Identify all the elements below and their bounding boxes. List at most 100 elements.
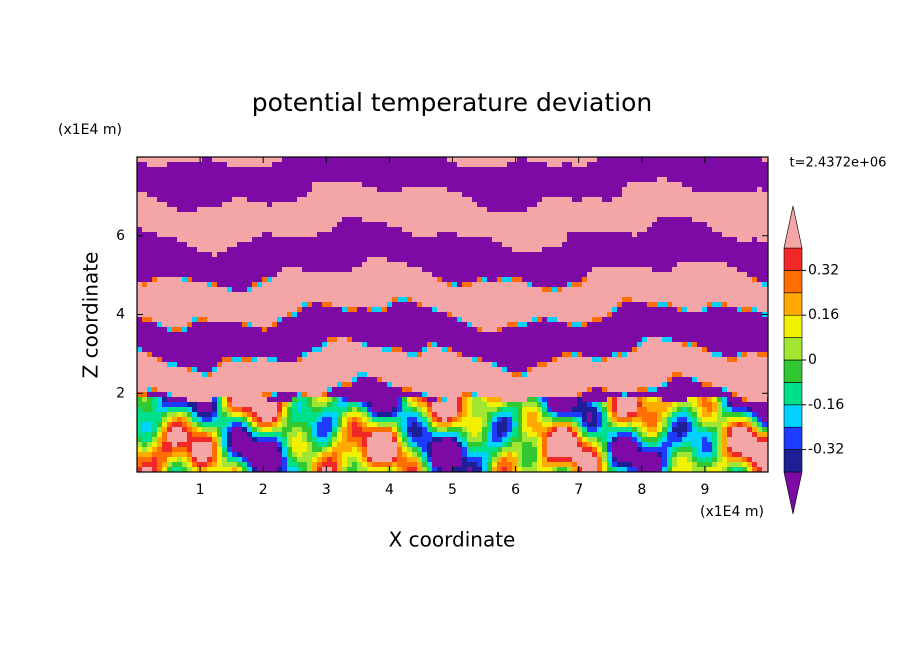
field-cell bbox=[622, 192, 628, 198]
field-cell bbox=[532, 252, 538, 258]
field-cell bbox=[362, 327, 368, 333]
field-cell bbox=[477, 312, 483, 318]
field-cell bbox=[207, 177, 213, 183]
field-cell bbox=[587, 207, 593, 213]
field-cell bbox=[452, 267, 458, 273]
field-cell bbox=[412, 317, 418, 323]
field-cell bbox=[527, 297, 533, 303]
field-cell bbox=[467, 257, 473, 263]
field-cell bbox=[642, 312, 648, 318]
field-cell bbox=[327, 247, 333, 253]
field-cell bbox=[637, 202, 643, 208]
field-cell bbox=[517, 252, 523, 258]
field-cell bbox=[162, 327, 168, 333]
field-cell bbox=[657, 247, 663, 253]
field-cell bbox=[672, 172, 678, 178]
field-cell bbox=[307, 257, 313, 263]
field-cell bbox=[262, 322, 268, 328]
field-cell bbox=[752, 257, 758, 263]
field-cell bbox=[312, 312, 318, 318]
field-cell bbox=[287, 317, 293, 323]
field-cell bbox=[342, 192, 348, 198]
field-cell bbox=[437, 317, 443, 323]
field-cell bbox=[312, 232, 318, 238]
field-cell bbox=[752, 182, 758, 188]
field-cell bbox=[712, 192, 718, 198]
field-cell bbox=[187, 192, 193, 198]
field-cell bbox=[512, 282, 518, 288]
field-cell bbox=[662, 212, 668, 218]
field-cell bbox=[617, 347, 623, 353]
field-cell bbox=[532, 232, 538, 238]
field-cell bbox=[157, 332, 163, 338]
field-cell bbox=[352, 332, 358, 338]
field-cell bbox=[387, 277, 393, 283]
field-cell bbox=[517, 207, 523, 213]
field-cell bbox=[747, 257, 753, 263]
field-cell bbox=[207, 232, 213, 238]
field-cell bbox=[237, 347, 243, 353]
field-cell bbox=[737, 197, 743, 203]
field-cell bbox=[312, 237, 318, 243]
field-cell bbox=[717, 162, 723, 168]
field-cell bbox=[427, 212, 433, 218]
field-cell bbox=[362, 252, 368, 258]
field-cell bbox=[342, 247, 348, 253]
field-cell bbox=[212, 252, 218, 258]
field-cell bbox=[197, 237, 203, 243]
field-cell bbox=[757, 222, 763, 228]
field-cell bbox=[522, 312, 528, 318]
field-cell bbox=[422, 237, 428, 243]
field-cell bbox=[617, 202, 623, 208]
field-cell bbox=[602, 182, 608, 188]
field-cell bbox=[397, 287, 403, 293]
field-cell bbox=[177, 257, 183, 263]
field-cell bbox=[422, 302, 428, 308]
field-cell bbox=[627, 197, 633, 203]
field-cell bbox=[627, 272, 633, 278]
field-cell bbox=[142, 317, 148, 323]
field-cell bbox=[727, 187, 733, 193]
field-cell bbox=[172, 207, 178, 213]
field-cell bbox=[272, 232, 278, 238]
field-cell bbox=[432, 237, 438, 243]
field-cell bbox=[562, 182, 568, 188]
field-cell bbox=[282, 177, 288, 183]
field-cell bbox=[692, 247, 698, 253]
field-cell bbox=[652, 332, 658, 338]
field-cell bbox=[232, 337, 238, 343]
field-cell bbox=[532, 262, 538, 268]
field-cell bbox=[252, 282, 258, 288]
field-cell bbox=[547, 207, 553, 213]
field-cell bbox=[492, 187, 498, 193]
field-cell bbox=[692, 287, 698, 293]
field-cell bbox=[667, 232, 673, 238]
field-cell bbox=[252, 182, 258, 188]
field-cell bbox=[687, 332, 693, 338]
field-cell bbox=[492, 327, 498, 333]
field-cell bbox=[282, 342, 288, 348]
field-cell bbox=[487, 262, 493, 268]
field-cell bbox=[662, 222, 668, 228]
field-cell bbox=[287, 227, 293, 233]
field-cell bbox=[557, 182, 563, 188]
field-cell bbox=[237, 317, 243, 323]
field-cell bbox=[502, 222, 508, 228]
field-cell bbox=[492, 162, 498, 168]
field-cell bbox=[512, 227, 518, 233]
field-cell bbox=[522, 282, 528, 288]
field-cell bbox=[582, 322, 588, 328]
field-cell bbox=[492, 197, 498, 203]
field-cell bbox=[222, 227, 228, 233]
field-cell bbox=[142, 337, 148, 343]
field-cell bbox=[252, 252, 258, 258]
field-cell bbox=[367, 162, 373, 168]
field-cell bbox=[292, 217, 298, 223]
field-cell bbox=[247, 192, 253, 198]
field-cell bbox=[402, 307, 408, 313]
field-cell bbox=[547, 202, 553, 208]
field-cell bbox=[557, 242, 563, 248]
field-cell bbox=[407, 247, 413, 253]
field-cell bbox=[387, 292, 393, 298]
field-cell bbox=[647, 257, 653, 263]
